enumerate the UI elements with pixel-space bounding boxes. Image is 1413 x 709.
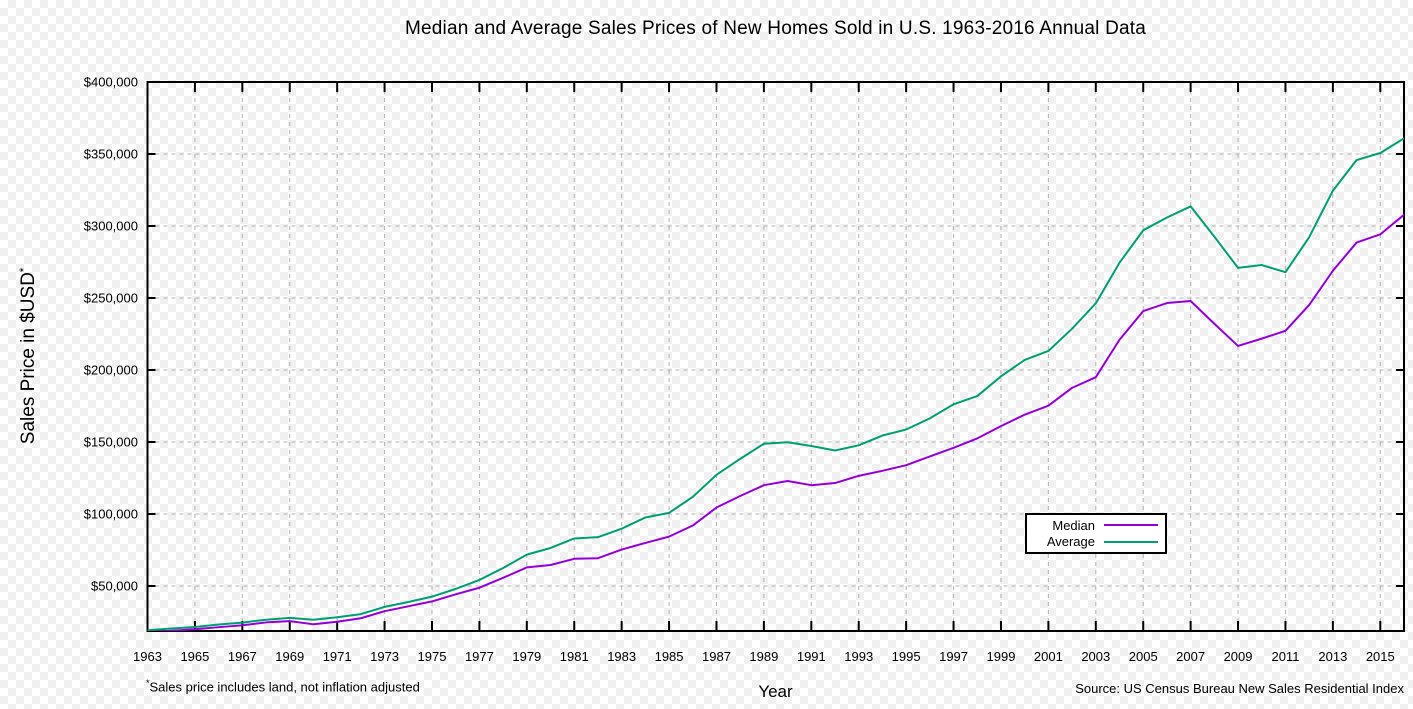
legend-line-sample-median <box>1104 524 1158 527</box>
x-tick-label: 2001 <box>1034 649 1063 664</box>
x-tick-label: 2011 <box>1271 649 1299 664</box>
x-tick-label: 2013 <box>1318 649 1347 664</box>
y-axis-label-footnote-marker: * <box>17 267 30 273</box>
x-tick-label: 1997 <box>939 649 968 664</box>
x-tick-label: 1995 <box>892 649 921 664</box>
y-tick-label: $300,000 <box>84 219 138 234</box>
x-tick-label: 1969 <box>275 649 304 664</box>
x-tick-label: 1977 <box>465 649 494 664</box>
x-tick-label: 1993 <box>844 649 873 664</box>
source-credit: Source: US Census Bureau New Sales Resid… <box>1075 681 1404 696</box>
x-tick-label: 1989 <box>749 649 778 664</box>
x-tick-label: 1967 <box>228 649 257 664</box>
y-tick-label: $150,000 <box>84 435 138 450</box>
y-tick-label: $100,000 <box>84 507 138 522</box>
legend-line-sample-average <box>1104 540 1158 543</box>
y-axis-label-text: Sales Price in $USD <box>18 272 40 445</box>
y-tick-label: $50,000 <box>91 579 138 594</box>
x-tick-label: 1999 <box>987 649 1016 664</box>
x-tick-label: 1981 <box>560 649 589 664</box>
legend: Median Average <box>1025 513 1167 554</box>
x-tick-label: 1971 <box>323 649 352 664</box>
legend-item-median: Median <box>1027 519 1165 532</box>
series-line-average <box>147 137 1404 631</box>
legend-label-median: Median <box>1052 517 1095 533</box>
footnote-marker: * <box>146 678 150 688</box>
legend-label-average: Average <box>1046 534 1095 550</box>
x-tick-label: 1987 <box>702 649 731 664</box>
y-tick-label: $400,000 <box>84 75 138 90</box>
x-tick-label: 1975 <box>418 649 447 664</box>
x-axis-label: Year <box>758 682 793 701</box>
x-tick-label: 2015 <box>1366 649 1395 664</box>
x-tick-label: 2009 <box>1224 649 1253 664</box>
x-tick-label: 1979 <box>512 649 541 664</box>
x-tick-label: 2003 <box>1081 649 1110 664</box>
x-tick-label: 1985 <box>655 649 684 664</box>
chart-title: Median and Average Sales Prices of New H… <box>404 18 1147 39</box>
x-tick-label: 2007 <box>1176 649 1205 664</box>
y-axis-label: Sales Price in $USD* <box>18 268 40 444</box>
x-tick-label: 2005 <box>1129 649 1158 664</box>
footnote: *Sales price includes land, not inflatio… <box>146 678 420 694</box>
series-line-median <box>148 213 1404 631</box>
legend-item-average: Average <box>1027 535 1165 548</box>
x-tick-label: 1973 <box>370 649 399 664</box>
x-tick-label: 1963 <box>133 649 162 664</box>
x-tick-label: 1965 <box>180 649 209 664</box>
x-tick-label: 1983 <box>607 649 636 664</box>
y-tick-label: $350,000 <box>84 147 138 162</box>
y-tick-label: $200,000 <box>84 363 138 378</box>
footnote-text: Sales price includes land, not inflation… <box>149 679 420 695</box>
plot-border <box>146 81 1405 632</box>
x-tick-label: 1991 <box>797 649 826 664</box>
y-tick-label: $250,000 <box>84 291 138 306</box>
